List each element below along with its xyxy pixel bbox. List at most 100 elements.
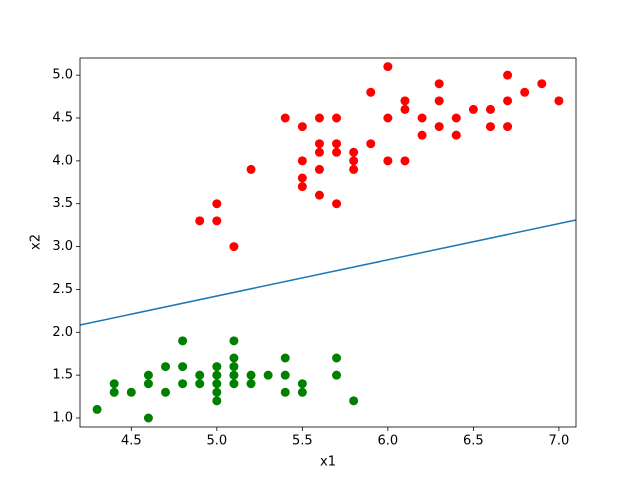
point (332, 147, 342, 157)
point (263, 370, 273, 380)
y-tick-label: 4.0 (52, 153, 73, 168)
point (212, 362, 222, 372)
point (332, 199, 342, 209)
point (212, 199, 222, 209)
y-tick-label: 1.5 (52, 368, 73, 383)
point (349, 396, 359, 406)
point (229, 242, 239, 252)
point (161, 387, 171, 397)
point (229, 379, 239, 389)
point (485, 104, 495, 114)
point (383, 113, 393, 123)
point (332, 113, 342, 123)
x-tick-label: 5.0 (206, 434, 227, 449)
point (503, 96, 513, 106)
point (503, 70, 513, 80)
point (143, 370, 153, 380)
point (92, 404, 102, 414)
point (434, 96, 444, 106)
axes-frame (79, 57, 577, 428)
point (417, 113, 427, 123)
y-tick-label: 3.0 (52, 239, 73, 254)
point (468, 104, 478, 114)
point (297, 173, 307, 183)
point (161, 362, 171, 372)
point (554, 96, 564, 106)
point (297, 156, 307, 166)
point (434, 79, 444, 89)
point (195, 379, 205, 389)
point (297, 182, 307, 192)
point (246, 370, 256, 380)
point (503, 122, 513, 132)
point (366, 139, 376, 149)
x-tick-label: 4.5 (121, 434, 142, 449)
y-tick-label: 2.5 (52, 282, 73, 297)
x-tick-label: 7.0 (549, 434, 570, 449)
point (143, 413, 153, 423)
x-tick-label: 6.5 (463, 434, 484, 449)
y-tick-label: 5.0 (52, 68, 73, 83)
y-tick-label: 1.0 (52, 411, 73, 426)
point (280, 353, 290, 363)
point (314, 147, 324, 157)
point (400, 156, 410, 166)
plot-area (79, 62, 577, 423)
point (212, 387, 222, 397)
point (349, 156, 359, 166)
point (229, 370, 239, 380)
point (280, 387, 290, 397)
point (314, 164, 324, 174)
point (229, 336, 239, 346)
point (280, 113, 290, 123)
point (297, 387, 307, 397)
line (79, 219, 577, 326)
y-axis-label: x2 (29, 234, 44, 250)
point (485, 122, 495, 132)
point (434, 122, 444, 132)
y-tick-label: 3.5 (52, 196, 73, 211)
point (314, 113, 324, 123)
point (520, 87, 530, 97)
x-tick-label: 6.0 (378, 434, 399, 449)
point (246, 379, 256, 389)
point (400, 96, 410, 106)
point (178, 336, 188, 346)
point (109, 387, 119, 397)
point (451, 130, 461, 140)
point (195, 216, 205, 226)
point (178, 362, 188, 372)
point (212, 396, 222, 406)
point (451, 113, 461, 123)
point (332, 370, 342, 380)
y-tick-label: 2.0 (52, 325, 73, 340)
point (332, 353, 342, 363)
point (126, 387, 136, 397)
point (178, 379, 188, 389)
point (246, 164, 256, 174)
point (297, 379, 307, 389)
point (212, 370, 222, 380)
point (212, 216, 222, 226)
point (349, 147, 359, 157)
point (229, 353, 239, 363)
point (332, 139, 342, 149)
point (314, 139, 324, 149)
point (297, 122, 307, 132)
point (349, 164, 359, 174)
point (109, 379, 119, 389)
point (280, 370, 290, 380)
point (383, 156, 393, 166)
y-tick-label: 4.5 (52, 111, 73, 126)
x-tick-label: 5.5 (292, 434, 313, 449)
point (400, 104, 410, 114)
point (383, 62, 393, 72)
point (417, 130, 427, 140)
point (366, 87, 376, 97)
point (314, 190, 324, 200)
point (229, 362, 239, 372)
point (212, 379, 222, 389)
x-axis-label: x1 (320, 455, 336, 470)
